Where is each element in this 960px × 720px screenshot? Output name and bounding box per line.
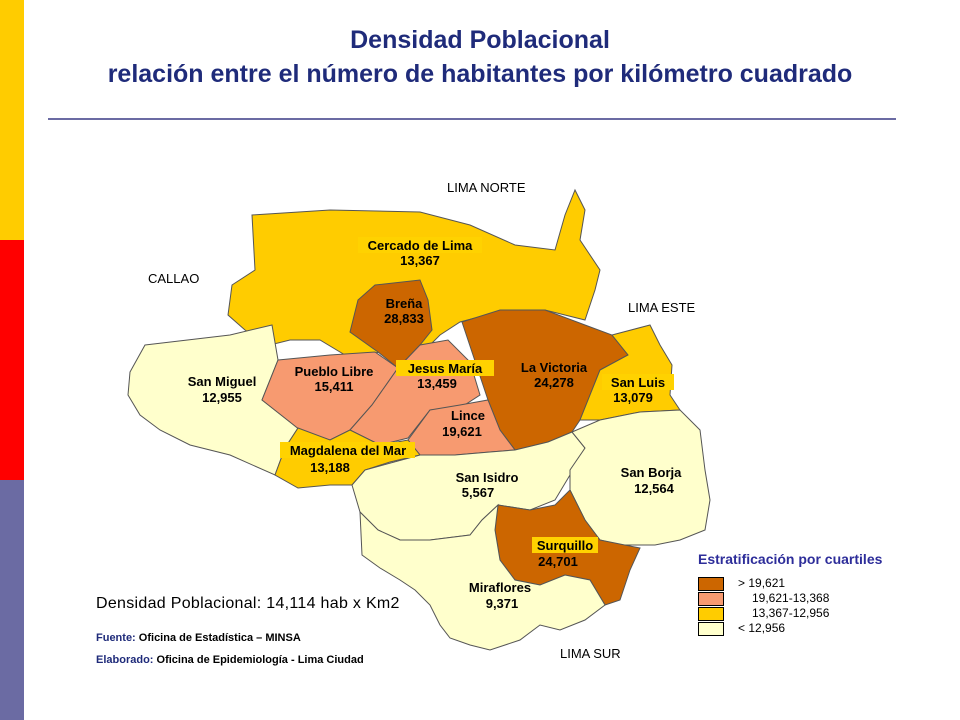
miraflores-name: Miraflores xyxy=(469,580,531,595)
legend-swatch-1 xyxy=(698,577,724,591)
overall-density-text: Densidad Poblacional: 14,114 hab x Km2 xyxy=(96,595,400,612)
san-luis-density: 13,079 xyxy=(613,390,653,405)
legend-label-3: 13,367-12,956 xyxy=(752,606,830,620)
legend-label-1: > 19,621 xyxy=(738,576,786,590)
lince-density: 19,621 xyxy=(442,424,482,439)
pueblo-libre-density: 15,411 xyxy=(314,379,353,394)
region-lima-sur: LIMA SUR xyxy=(560,646,621,661)
miraflores-density: 9,371 xyxy=(486,596,519,611)
jesus-maria-density: 13,459 xyxy=(417,376,457,391)
slide-subtitle: relación entre el número de habitantes p… xyxy=(107,60,853,88)
surquillo-name: Surquillo xyxy=(537,538,593,553)
legend-swatch-2 xyxy=(698,592,724,606)
san-borja-density: 12,564 xyxy=(634,481,675,496)
cercado-density: 13,367 xyxy=(400,253,440,268)
author-key: Elaborado: xyxy=(96,654,154,666)
la-victoria-density: 24,278 xyxy=(534,375,574,390)
san-miguel-name: San Miguel xyxy=(188,374,257,389)
region-callao: CALLAO xyxy=(148,271,199,286)
author-credit: Elaborado: Oficina de Epidemiología - Li… xyxy=(96,654,364,666)
san-borja-name: San Borja xyxy=(621,465,682,480)
region-lima-este: LIMA ESTE xyxy=(628,300,696,315)
side-bar-red xyxy=(0,240,24,480)
legend-label-4: < 12,956 xyxy=(738,621,786,635)
legend-swatch-4 xyxy=(698,622,724,636)
slide-title: Densidad Poblacional xyxy=(350,26,610,54)
district-miraflores xyxy=(359,503,606,651)
label-highlight-san-luis xyxy=(602,374,674,390)
lince-name: Lince xyxy=(451,408,485,423)
magdalena-density: 13,188 xyxy=(310,460,350,475)
legend-title: Estratificación por cuartiles xyxy=(698,551,883,567)
cercado-name: Cercado de Lima xyxy=(368,238,474,253)
la-victoria-name: La Victoria xyxy=(521,360,588,375)
author-value: Oficina de Epidemiología - Lima Ciudad xyxy=(153,654,364,666)
pueblo-libre-name: Pueblo Libre xyxy=(295,364,374,379)
san-miguel-density: 12,955 xyxy=(202,390,242,405)
region-lima-norte: LIMA NORTE xyxy=(447,180,526,195)
side-bar-purple xyxy=(0,480,24,720)
san-isidro-density: 5,567 xyxy=(462,485,495,500)
jesus-maria-name: Jesus María xyxy=(408,361,483,376)
source-credit: Fuente: Oficina de Estadística – MINSA xyxy=(96,632,301,644)
label-highlight-magdalena xyxy=(280,442,415,458)
source-key: Fuente: xyxy=(96,632,136,644)
san-luis-name: San Luis xyxy=(611,375,665,390)
label-highlight-surquillo xyxy=(532,537,598,553)
surquillo-density: 24,701 xyxy=(538,554,578,569)
magdalena-name: Magdalena del Mar xyxy=(290,443,406,458)
district-san-borja xyxy=(569,409,711,546)
source-value: Oficina de Estadística – MINSA xyxy=(135,632,301,644)
label-highlight-cercado xyxy=(358,237,482,253)
legend-swatch-3 xyxy=(698,607,724,621)
side-bar-yellow xyxy=(0,0,24,240)
san-isidro-name: San Isidro xyxy=(456,470,519,485)
brena-density: 28,833 xyxy=(384,311,424,326)
title-underline xyxy=(48,118,896,120)
brena-name: Breña xyxy=(386,296,424,311)
legend-label-2: 19,621-13,368 xyxy=(752,591,830,605)
label-highlight-jesus-maria xyxy=(396,360,494,376)
